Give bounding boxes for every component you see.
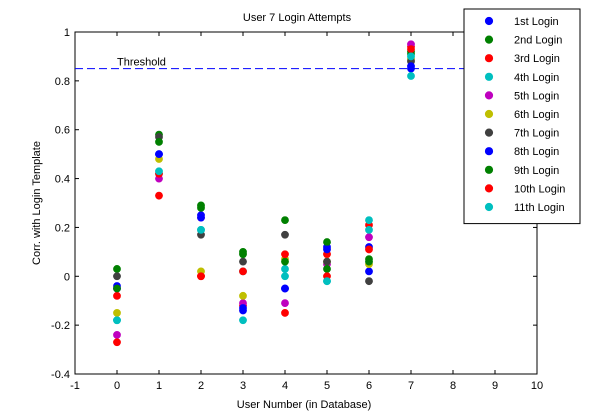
y-axis-label: Corr. with Login Template <box>31 141 43 265</box>
legend-marker <box>484 202 494 212</box>
legend-entry: 10th Login <box>514 183 565 195</box>
data-point-series-8 <box>197 213 205 222</box>
data-point-series-4 <box>281 265 289 273</box>
legend-marker <box>484 16 494 26</box>
legend-entry: 5th Login <box>514 90 559 102</box>
legend-entry: 7th Login <box>514 128 559 140</box>
data-point-series-11 <box>197 225 205 234</box>
x-tick-label: 5 <box>324 380 330 392</box>
legend-entry: 3rd Login <box>514 53 560 65</box>
legend-marker <box>484 54 494 63</box>
threshold-label: Threshold <box>117 57 166 69</box>
data-point-series-1 <box>365 267 373 276</box>
data-point-series-9 <box>365 257 373 266</box>
data-point-series-7 <box>239 257 247 266</box>
data-point-series-9 <box>323 265 331 273</box>
x-tick-label: 0 <box>114 380 120 392</box>
data-point-series-8 <box>155 150 163 159</box>
data-point-series-10 <box>239 267 247 276</box>
legend-entry: 1st Login <box>514 16 559 28</box>
legend-entry: 8th Login <box>514 146 559 158</box>
data-point-series-8 <box>281 284 289 293</box>
data-point-series-4 <box>407 72 415 80</box>
data-point-series-7 <box>323 257 331 266</box>
data-point-series-10 <box>365 245 373 254</box>
legend-entry: 4th Login <box>514 72 559 84</box>
legend-entry: 11th Login <box>514 202 565 214</box>
x-tick-label: 4 <box>282 380 288 392</box>
data-point-series-5 <box>281 299 289 308</box>
y-tick-label: 0 <box>64 271 70 283</box>
legend-marker <box>484 184 494 193</box>
legend-box <box>463 8 581 225</box>
data-point-series-9 <box>239 250 247 259</box>
x-tick-label: 7 <box>408 380 414 392</box>
legend-entry: 2nd Login <box>514 35 562 47</box>
legend-marker <box>484 165 494 174</box>
data-point-series-5 <box>365 233 373 242</box>
legend-marker <box>484 91 494 100</box>
data-point-series-10 <box>281 250 289 259</box>
data-point-series-4 <box>365 216 373 224</box>
data-point-series-7 <box>365 277 373 286</box>
y-tick-label: 0.2 <box>55 222 70 234</box>
x-tick-label: 8 <box>450 380 456 392</box>
data-point-series-9 <box>113 284 121 293</box>
x-tick-label: 6 <box>366 380 372 392</box>
legend-marker <box>484 109 494 119</box>
data-point-series-5 <box>113 331 121 339</box>
legend-marker <box>484 35 494 44</box>
x-tick-label: 3 <box>240 380 246 392</box>
data-point-series-8 <box>323 245 331 254</box>
data-point-series-9 <box>155 138 163 146</box>
x-tick-label: 9 <box>492 380 498 392</box>
data-point-series-10 <box>197 272 205 281</box>
x-tick-label: 2 <box>198 380 204 392</box>
data-point-series-11 <box>365 225 373 234</box>
x-tick-label: 10 <box>531 380 543 392</box>
data-point-series-3 <box>281 309 289 317</box>
data-point-series-6 <box>239 291 247 300</box>
data-point-series-10 <box>407 45 415 53</box>
data-point-series-11 <box>407 52 415 61</box>
legend-entry: 9th Login <box>514 165 559 177</box>
data-point-series-11 <box>155 167 163 176</box>
data-point-series-11 <box>323 277 331 286</box>
data-point-series-7 <box>113 272 121 281</box>
data-point-series-9 <box>281 257 289 266</box>
legend-marker <box>484 72 494 81</box>
data-point-series-2 <box>323 238 331 246</box>
legend-marker <box>484 128 494 137</box>
data-point-series-11 <box>239 316 247 325</box>
y-tick-label: 0.8 <box>55 76 70 88</box>
y-tick-label: 0.6 <box>55 125 70 137</box>
data-point-series-3 <box>155 191 163 200</box>
legend-entry: 6th Login <box>514 109 559 121</box>
data-point-series-8 <box>407 62 415 71</box>
data-point-series-2 <box>281 216 289 224</box>
x-tick-label: -1 <box>70 380 80 392</box>
chart-title: User 7 Login Attempts <box>243 12 352 24</box>
data-point-series-9 <box>197 203 205 212</box>
data-point-series-7 <box>281 230 289 239</box>
y-tick-label: 0.4 <box>55 174 70 186</box>
plot-area: -1 0 1 2 3 4 5 6 7 8 9 10 -0.4 -0.2 0 0.2 0.4 0.6 0.8 1 Thre… <box>51 27 543 392</box>
data-point-series-3 <box>113 291 121 300</box>
x-tick-label: 1 <box>156 380 162 392</box>
data-point-series-11 <box>281 272 289 281</box>
data-point-series-11 <box>113 316 121 325</box>
legend-marker <box>484 147 494 156</box>
data-point-series-10 <box>113 338 121 347</box>
data-point-series-8 <box>239 304 247 312</box>
data-point-series-6 <box>113 309 121 317</box>
y-tick-label: 1 <box>64 27 70 39</box>
y-tick-label: -0.2 <box>51 320 70 332</box>
data-point-series-2 <box>113 265 121 273</box>
axes-box <box>74 31 538 375</box>
x-axis-label: User Number (in Database) <box>237 399 372 411</box>
y-tick-label: -0.4 <box>51 369 70 381</box>
